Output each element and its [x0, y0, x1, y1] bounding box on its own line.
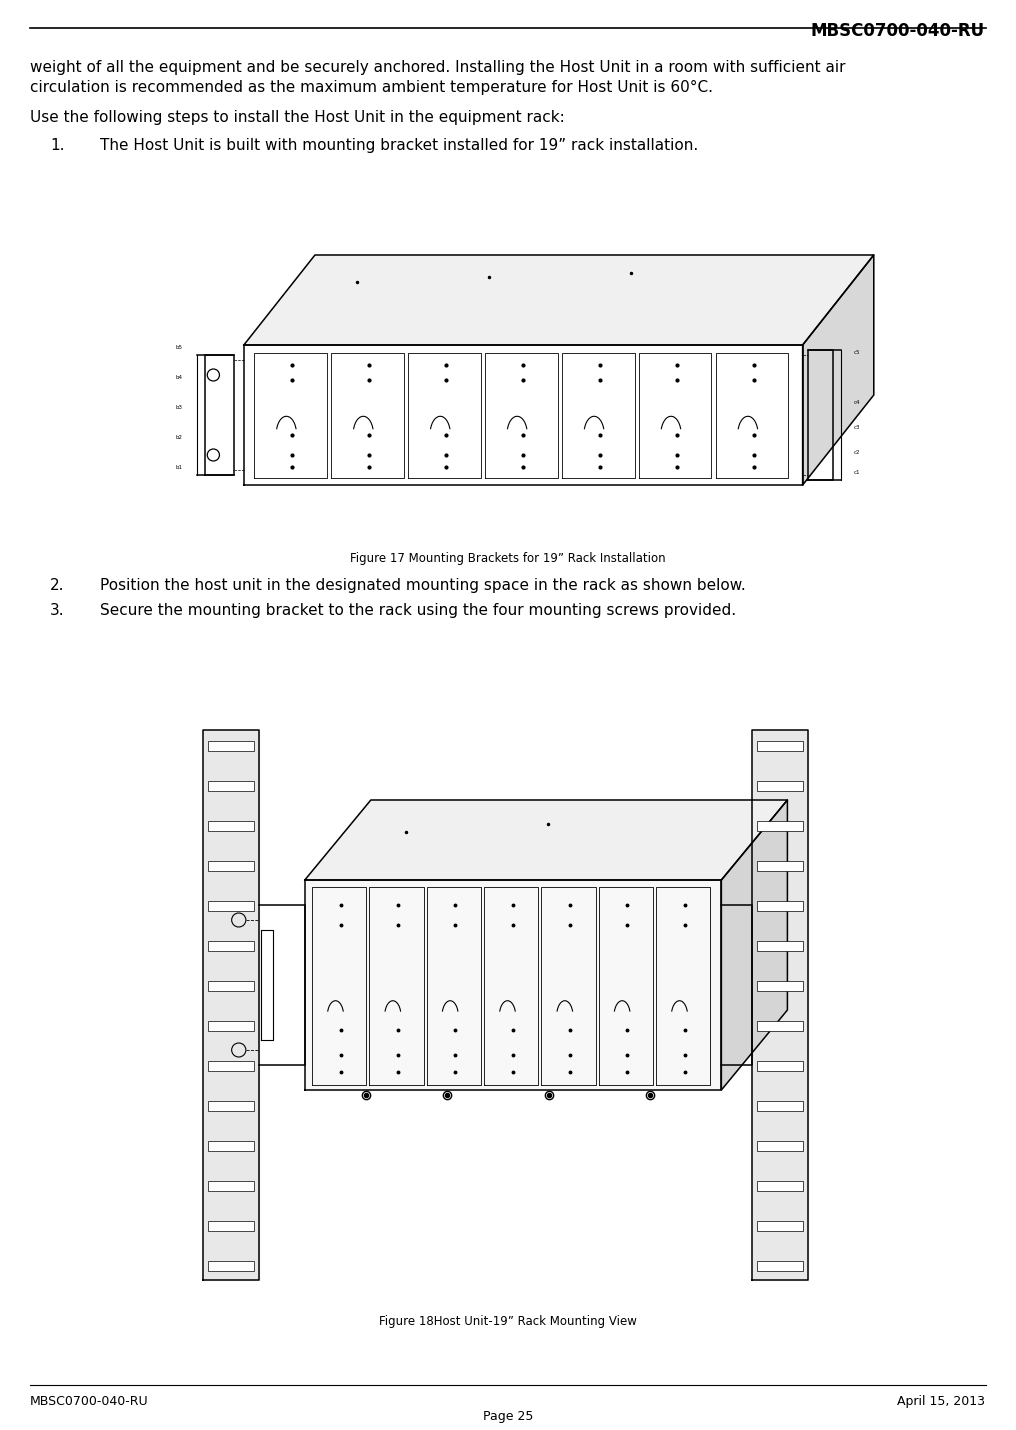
FancyBboxPatch shape: [208, 1141, 254, 1151]
Text: b5: b5: [176, 345, 183, 350]
FancyBboxPatch shape: [757, 1021, 803, 1031]
FancyBboxPatch shape: [208, 1101, 254, 1111]
Polygon shape: [803, 255, 874, 485]
Text: Figure 17 Mounting Brackets for 19” Rack Installation: Figure 17 Mounting Brackets for 19” Rack…: [351, 552, 665, 565]
Text: c4: c4: [853, 400, 860, 405]
Polygon shape: [203, 729, 259, 1280]
FancyBboxPatch shape: [757, 1261, 803, 1271]
Polygon shape: [721, 799, 787, 1090]
FancyBboxPatch shape: [757, 901, 803, 911]
Text: 2.: 2.: [50, 578, 64, 593]
Polygon shape: [244, 345, 803, 485]
Text: weight of all the equipment and be securely anchored. Installing the Host Unit i: weight of all the equipment and be secur…: [30, 60, 845, 74]
Text: circulation is recommended as the maximum ambient temperature for Host Unit is 6: circulation is recommended as the maximu…: [30, 80, 713, 94]
Text: Page 25: Page 25: [483, 1410, 533, 1423]
FancyBboxPatch shape: [757, 1061, 803, 1071]
Text: Position the host unit in the designated mounting space in the rack as shown bel: Position the host unit in the designated…: [100, 578, 746, 593]
FancyBboxPatch shape: [208, 1261, 254, 1271]
FancyBboxPatch shape: [757, 741, 803, 751]
FancyBboxPatch shape: [208, 981, 254, 991]
FancyBboxPatch shape: [208, 861, 254, 871]
FancyBboxPatch shape: [208, 1221, 254, 1231]
Text: c1: c1: [853, 470, 860, 475]
FancyBboxPatch shape: [757, 981, 803, 991]
Text: c5: c5: [853, 350, 860, 355]
FancyBboxPatch shape: [757, 1181, 803, 1191]
FancyBboxPatch shape: [757, 1221, 803, 1231]
Polygon shape: [305, 799, 787, 879]
FancyBboxPatch shape: [208, 741, 254, 751]
FancyBboxPatch shape: [208, 941, 254, 951]
Text: b2: b2: [176, 435, 183, 440]
FancyBboxPatch shape: [208, 781, 254, 791]
FancyBboxPatch shape: [757, 861, 803, 871]
FancyBboxPatch shape: [757, 781, 803, 791]
Text: MBSC0700-040-RU: MBSC0700-040-RU: [811, 21, 985, 40]
Text: b3: b3: [176, 405, 183, 410]
Text: Secure the mounting bracket to the rack using the four mounting screws provided.: Secure the mounting bracket to the rack …: [100, 603, 737, 618]
FancyBboxPatch shape: [208, 1181, 254, 1191]
Text: MBSC0700-040-RU: MBSC0700-040-RU: [30, 1396, 148, 1409]
Text: 1.: 1.: [50, 139, 64, 153]
FancyBboxPatch shape: [757, 941, 803, 951]
Text: c3: c3: [853, 425, 860, 430]
FancyBboxPatch shape: [208, 901, 254, 911]
FancyBboxPatch shape: [757, 821, 803, 831]
FancyBboxPatch shape: [757, 1141, 803, 1151]
FancyBboxPatch shape: [208, 821, 254, 831]
FancyBboxPatch shape: [757, 1101, 803, 1111]
Polygon shape: [752, 729, 808, 1280]
FancyBboxPatch shape: [208, 1021, 254, 1031]
Text: b4: b4: [176, 375, 183, 380]
Text: April 15, 2013: April 15, 2013: [897, 1396, 985, 1409]
Text: 3.: 3.: [50, 603, 65, 618]
Text: Use the following steps to install the Host Unit in the equipment rack:: Use the following steps to install the H…: [30, 110, 565, 124]
Text: b1: b1: [176, 465, 183, 470]
Text: c2: c2: [853, 450, 860, 455]
FancyBboxPatch shape: [208, 1061, 254, 1071]
Polygon shape: [305, 879, 721, 1090]
Polygon shape: [244, 255, 874, 345]
Text: The Host Unit is built with mounting bracket installed for 19” rack installation: The Host Unit is built with mounting bra…: [100, 139, 698, 153]
Text: Figure 18Host Unit-19” Rack Mounting View: Figure 18Host Unit-19” Rack Mounting Vie…: [379, 1316, 637, 1328]
